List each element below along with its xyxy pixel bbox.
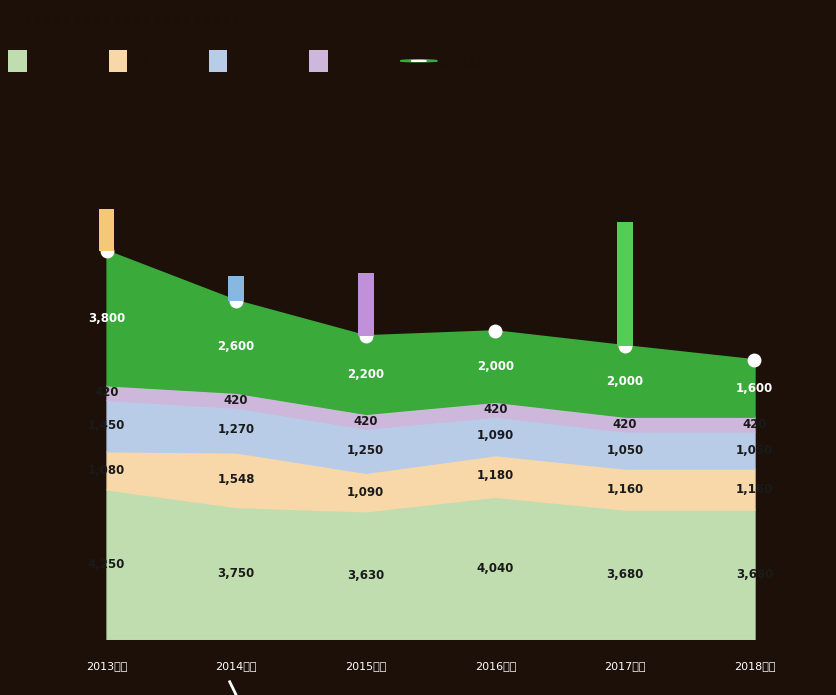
Text: 1,090: 1,090 <box>347 486 385 498</box>
Text: 2017年度: 2017年度 <box>604 660 645 671</box>
Text: 各事業所のエネルギー使用量（原油換算）の推移: 各事業所のエネルギー使用量（原油換算）の推移 <box>17 12 237 30</box>
Text: 2,200: 2,200 <box>347 368 385 382</box>
Text: 1,270: 1,270 <box>217 423 255 436</box>
Text: 2,600: 2,600 <box>217 341 255 353</box>
Text: 1,180: 1,180 <box>477 469 514 482</box>
Text: 1,600: 1,600 <box>736 382 773 395</box>
Text: 420: 420 <box>483 402 507 416</box>
Text: 1,160: 1,160 <box>736 482 773 496</box>
Text: 4,040: 4,040 <box>477 562 514 575</box>
Text: 420: 420 <box>742 418 767 431</box>
Text: 1,050: 1,050 <box>606 443 644 457</box>
Circle shape <box>411 60 426 61</box>
Text: 3,680: 3,680 <box>606 568 644 581</box>
Bar <box>99 208 115 251</box>
Text: 1,160: 1,160 <box>606 482 644 496</box>
Text: 1,050: 1,050 <box>736 443 773 457</box>
Text: 本社: 本社 <box>30 56 43 66</box>
Text: 1,548: 1,548 <box>217 473 255 486</box>
Text: 3,800: 3,800 <box>88 311 125 325</box>
Text: 4,250: 4,250 <box>88 558 125 571</box>
Bar <box>209 49 227 72</box>
Bar <box>8 49 27 72</box>
Text: 2,000: 2,000 <box>606 375 644 388</box>
Text: 420: 420 <box>224 393 248 407</box>
Text: 2014年度: 2014年度 <box>216 660 257 671</box>
Text: 工場D（大規模）: 工場D（大規模） <box>440 56 492 66</box>
Text: 3,750: 3,750 <box>217 566 255 580</box>
Text: 2016年度: 2016年度 <box>475 660 516 671</box>
Text: 420: 420 <box>613 418 637 431</box>
Bar <box>109 49 127 72</box>
Text: 3,680: 3,680 <box>736 568 773 581</box>
Bar <box>228 276 244 301</box>
Text: 420: 420 <box>94 386 119 399</box>
Text: 2,000: 2,000 <box>477 360 514 373</box>
Text: 工場B: 工場B <box>231 56 250 66</box>
Text: 1,250: 1,250 <box>347 444 385 457</box>
Text: 1,080: 1,080 <box>88 464 125 477</box>
Bar <box>309 49 328 72</box>
Text: 2018年度: 2018年度 <box>734 660 775 671</box>
Bar <box>617 222 633 346</box>
Circle shape <box>400 60 437 62</box>
Bar <box>358 272 374 336</box>
Text: 420: 420 <box>354 415 378 427</box>
Text: 3,630: 3,630 <box>347 569 385 582</box>
Text: 工場C: 工場C <box>331 56 351 66</box>
Text: 1,090: 1,090 <box>477 430 514 443</box>
Text: 2013年度: 2013年度 <box>86 660 127 671</box>
Text: 2015年度: 2015年度 <box>345 660 386 671</box>
Text: 1,450: 1,450 <box>88 419 125 432</box>
Text: 工場A: 工場A <box>130 56 150 66</box>
